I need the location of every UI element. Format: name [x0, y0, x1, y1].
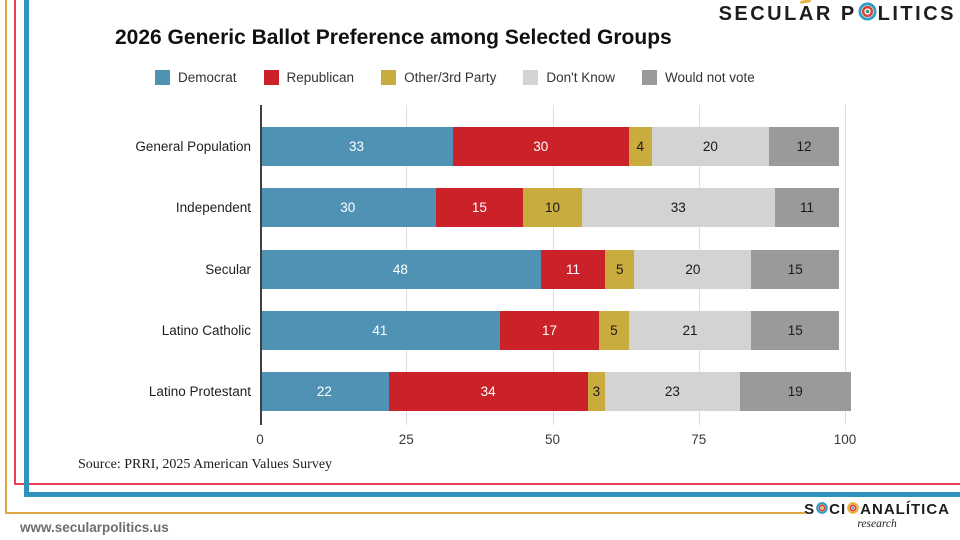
bar-segment: 20: [634, 249, 752, 289]
legend-label: Democrat: [178, 70, 237, 85]
legend-swatch: [641, 70, 657, 85]
logo-text: CI: [829, 501, 847, 518]
legend-label: Republican: [286, 70, 355, 85]
bar-segment: 48: [260, 249, 541, 289]
x-tick-label: 25: [398, 432, 414, 447]
category-label: Latino Protestant: [148, 384, 251, 399]
x-tick-label: 0: [256, 432, 264, 447]
legend-item: Republican: [263, 70, 355, 85]
swirl-o-icon: [816, 501, 828, 518]
legend-swatch: [381, 70, 397, 85]
bar-segment: 22: [260, 372, 389, 411]
bar-segment: 4: [628, 127, 652, 166]
bar-segment: 41: [260, 310, 500, 350]
frame-yellow-left: [5, 0, 7, 514]
bar-segment: 33: [260, 127, 454, 166]
logo-text: R P: [815, 3, 857, 25]
legend-item: Don't Know: [523, 70, 615, 85]
bar-segment: 19: [739, 372, 851, 411]
bar-segment: 15: [751, 310, 840, 350]
bar-segment: 33: [581, 188, 775, 228]
socioanalitica-logo: S CI ANALÍTICA research: [804, 501, 950, 530]
chart-row: Secular 48 11 5 20 15: [205, 249, 845, 289]
bar-segment: 5: [599, 310, 629, 350]
legend-swatch: [523, 70, 539, 85]
logo-text: ANALÍTICA: [860, 501, 950, 518]
legend-swatch: [263, 70, 279, 85]
chart-title: 2026 Generic Ballot Preference among Sel…: [115, 26, 672, 49]
legend-label: Would not vote: [664, 70, 755, 85]
gridline: [845, 105, 846, 425]
bar-segment: 5: [605, 249, 635, 289]
chart-row: Independent 30 15 10 33 11: [176, 188, 845, 228]
bar-segment: 30: [453, 127, 629, 166]
bar-segment: 21: [628, 310, 752, 350]
bar-segment: 3: [587, 372, 606, 411]
frame-yellow-bottom: [5, 512, 805, 514]
category-label: Independent: [175, 200, 251, 216]
frame-red-bottom: [14, 483, 960, 485]
x-tick-label: 100: [833, 432, 857, 447]
bar-segment: 23: [605, 372, 740, 411]
bar-segment: 10: [523, 188, 582, 228]
logo-text: LITICS: [877, 3, 956, 25]
chart-legend: Democrat Republican Other/3rd Party Don't K…: [155, 70, 755, 85]
frame-red-left: [14, 0, 16, 485]
logo-text: SECUL: [718, 3, 799, 25]
x-tick-label: 75: [691, 432, 707, 447]
source-note: Source: PRRI, 2025 American Values Surve…: [78, 457, 333, 472]
legend-label: Other/3rd Party: [404, 70, 497, 85]
legend-item: Would not vote: [641, 70, 755, 85]
category-label: Latino Catholic: [161, 322, 251, 338]
frame-blue-bottom: [24, 492, 960, 497]
y-axis-line: [260, 105, 262, 425]
chart-row: General Population 33 30 4 20 12: [135, 127, 845, 166]
logo-accented-a: A: [798, 3, 816, 25]
bar-segment: 11: [774, 188, 840, 228]
legend-item: Democrat: [155, 70, 237, 85]
legend-label: Don't Know: [546, 70, 615, 85]
x-tick-label: 50: [544, 432, 561, 447]
frame-blue-left: [24, 0, 29, 497]
category-label: General Population: [135, 139, 251, 154]
category-label: Secular: [205, 261, 251, 277]
website-url: www.secularpolitics.us: [20, 520, 169, 535]
bar-segment: 15: [751, 249, 840, 289]
socioanalitica-wordmark: S CI ANALÍTICA: [804, 501, 950, 518]
bar-segment: 12: [768, 127, 840, 166]
secular-politics-logo: SECUL A R P LITICS: [719, 2, 956, 27]
bar-segment: 30: [260, 188, 436, 228]
bar-segment: 17: [499, 310, 600, 350]
chart-row: Latino Protestant 22 34 3 23 19: [149, 372, 851, 411]
legend-item: Other/3rd Party: [381, 70, 496, 85]
chart-row: Latino Catholic 41 17 5 21 15: [162, 310, 845, 350]
bar-segment: 34: [388, 372, 588, 411]
bar-segment: 11: [540, 249, 606, 289]
logo-subtitle: research: [857, 518, 897, 530]
bar-segment: 20: [651, 127, 769, 166]
logo-text: S: [804, 501, 816, 518]
legend-swatch: [155, 70, 170, 85]
swirl-o-icon: [847, 501, 859, 518]
bar-segment: 15: [435, 188, 524, 228]
plot-area: 0 25 50 75 100 General Population 33 30 4 20 12 Ind…: [135, 105, 856, 447]
swirl-o-icon: [858, 2, 877, 27]
